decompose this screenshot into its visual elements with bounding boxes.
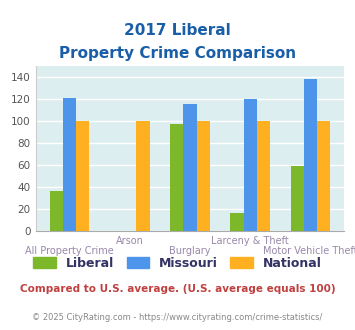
Text: All Property Crime: All Property Crime — [25, 246, 114, 256]
Text: Property Crime Comparison: Property Crime Comparison — [59, 46, 296, 61]
Text: 2017 Liberal: 2017 Liberal — [124, 23, 231, 38]
Bar — [183, 105, 197, 231]
Bar — [197, 121, 210, 231]
Text: © 2025 CityRating.com - https://www.cityrating.com/crime-statistics/: © 2025 CityRating.com - https://www.city… — [32, 313, 323, 322]
Text: Burglary: Burglary — [169, 246, 211, 256]
Bar — [63, 98, 76, 231]
Bar — [76, 121, 89, 231]
Text: Larceny & Theft: Larceny & Theft — [211, 236, 289, 246]
Bar — [170, 124, 183, 231]
Bar — [290, 166, 304, 231]
Bar — [317, 121, 330, 231]
Bar — [230, 214, 244, 231]
Bar — [304, 79, 317, 231]
Bar — [136, 121, 149, 231]
Legend: Liberal, Missouri, National: Liberal, Missouri, National — [28, 252, 327, 275]
Bar — [50, 191, 63, 231]
Text: Motor Vehicle Theft: Motor Vehicle Theft — [263, 246, 355, 256]
Bar — [244, 99, 257, 231]
Text: Compared to U.S. average. (U.S. average equals 100): Compared to U.S. average. (U.S. average … — [20, 284, 335, 294]
Text: Arson: Arson — [116, 236, 144, 246]
Bar — [257, 121, 270, 231]
